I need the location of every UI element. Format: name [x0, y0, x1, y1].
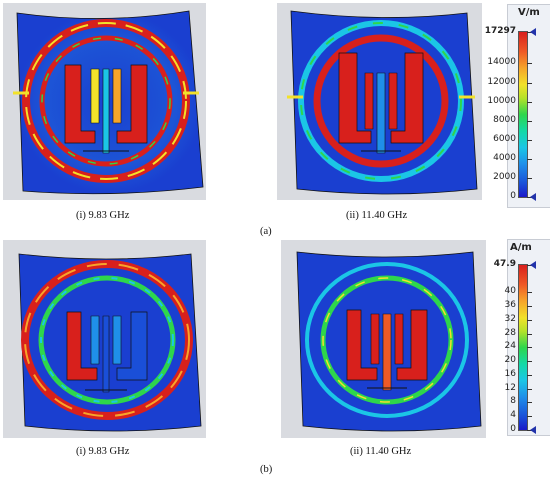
colorbar-efield-tick-label: 6000	[493, 133, 516, 144]
colorbar-hfield-tick-label: 16	[504, 368, 516, 379]
colorbar-efield-tick-mark	[527, 158, 532, 160]
colorbar-efield-tick-label: 8000	[493, 114, 516, 125]
panel-b-ii-hfield-11-40	[281, 240, 486, 438]
colorbar-hfield-tick-label: 24	[504, 341, 516, 352]
colorbar-efield-unit: V/m	[518, 7, 540, 18]
panel-a-i-efield-9-83	[3, 3, 206, 200]
colorbar-efield-tick-label: 0	[510, 191, 516, 201]
caption-a-ii: (ii) 11.40 GHz	[346, 210, 408, 221]
colorbar-efield-tick-mark	[527, 177, 532, 179]
colorbar-efield-tick-mark	[527, 139, 532, 141]
colorbar-hfield-tick-mark	[527, 292, 532, 294]
colorbar-hfield-tick-label: 40	[504, 286, 516, 297]
colorbar-efield-tick-mark	[527, 63, 532, 65]
colorbar-hfield-tick-mark	[527, 402, 532, 404]
colorbar-hfield-tick-mark	[527, 388, 532, 390]
colorbar-efield-tick-mark	[527, 120, 532, 122]
panel-b-i-hfield-9-83	[3, 240, 206, 438]
colorbar-hfield-tick-mark	[527, 374, 532, 376]
colorbar-efield-pointer-icon	[530, 193, 536, 201]
subfigure-label-b: (b)	[260, 464, 273, 475]
colorbar-hfield-tick-label: 20	[504, 355, 516, 366]
colorbar-hfield-unit: A/m	[510, 242, 532, 253]
colorbar-efield: V/m 17297 14000 12000 10000 8000 6000 4000 2000…	[485, 4, 550, 208]
colorbar-efield-tick-label: 10000	[487, 95, 516, 106]
colorbar-hfield-tick-label: 0	[510, 424, 516, 434]
colorbar-hfield-pointer-icon	[530, 426, 536, 434]
colorbar-efield-tick-label: 17297	[484, 26, 516, 36]
subfigure-label-a: (a)	[260, 226, 272, 237]
colorbar-efield-tick-label: 12000	[487, 76, 516, 87]
colorbar-hfield-tick-label: 12	[504, 382, 516, 393]
colorbar-hfield-tick-mark	[527, 430, 532, 431]
caption-b-ii: (ii) 11.40 GHz	[350, 446, 412, 457]
colorbar-efield-tick-label: 4000	[493, 152, 516, 163]
colorbar-efield-gradient	[518, 31, 528, 198]
colorbar-hfield-tick-label: 32	[504, 313, 516, 324]
caption-b-i: (i) 9.83 GHz	[76, 446, 130, 457]
colorbar-efield-tick-mark	[527, 101, 532, 103]
colorbar-hfield-tick-mark	[527, 416, 532, 418]
colorbar-hfield-tick-mark	[527, 347, 532, 349]
colorbar-hfield-tick-label: 8	[510, 396, 516, 407]
colorbar-hfield-tick-label: 36	[504, 299, 516, 310]
colorbar-efield-tick-label: 14000	[487, 57, 516, 68]
caption-a-i: (i) 9.83 GHz	[76, 210, 130, 221]
colorbar-hfield-tick-label: 47.9	[493, 259, 516, 269]
colorbar-efield-tick-mark	[527, 82, 532, 84]
colorbar-efield-tick-label: 2000	[493, 171, 516, 182]
colorbar-hfield-tick-mark	[527, 305, 532, 307]
colorbar-efield-tick-mark	[527, 197, 532, 198]
colorbar-efield-max-pointer-icon	[530, 28, 536, 36]
colorbar-efield-tick-mark	[527, 32, 532, 33]
colorbar-hfield-max-pointer-icon	[530, 261, 536, 269]
colorbar-hfield-tick-mark	[527, 333, 532, 335]
colorbar-hfield-tick-mark	[527, 361, 532, 363]
colorbar-hfield-tick-mark	[527, 319, 532, 321]
colorbar-hfield-tick-mark	[527, 265, 532, 266]
colorbar-hfield-tick-label: 4	[510, 410, 516, 421]
colorbar-hfield-tick-label: 28	[504, 327, 516, 338]
panel-a-ii-efield-11-40	[277, 3, 482, 200]
colorbar-hfield: A/m 47.9 40 36 32 28 24 20 16 12 8 4 0	[494, 239, 550, 436]
